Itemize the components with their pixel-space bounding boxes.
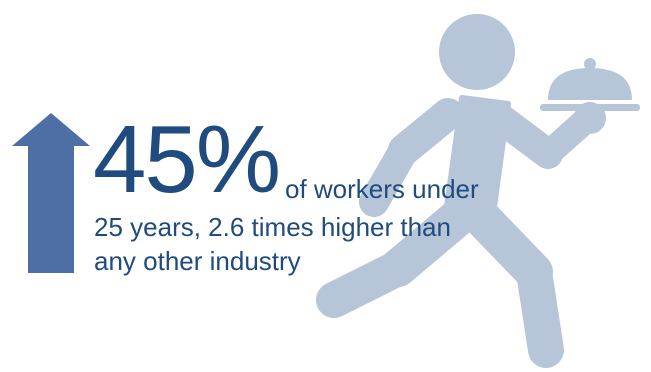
stat-percentage: 45% xyxy=(93,106,281,213)
stat-description-line-3: any other industry xyxy=(94,246,301,276)
stat-description-line-2: 25 years, 2.6 times higher than xyxy=(94,212,451,242)
stat-description-line-1: of workers under xyxy=(285,174,479,204)
